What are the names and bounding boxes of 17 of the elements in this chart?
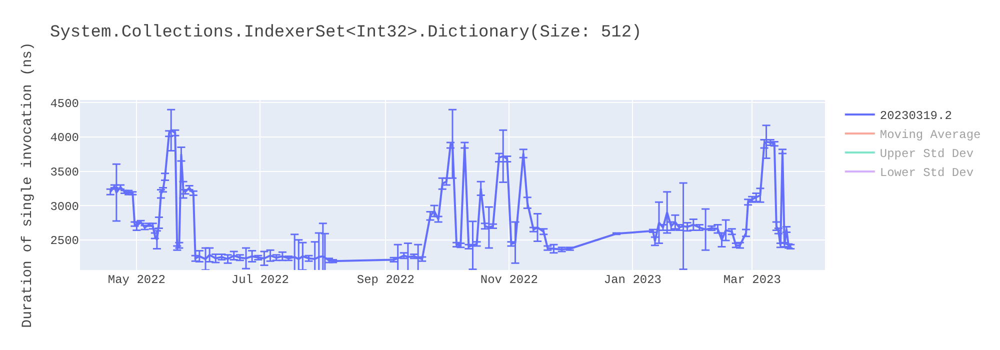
y-tick-label: 2500 [50,234,79,248]
legend-label: Upper Std Dev [880,147,974,162]
y-axis-title: Duration of single invocation (ns) [20,42,36,328]
legend-label: Lower Std Dev [880,166,974,180]
x-tick-label: Nov 2022 [480,273,538,287]
x-tick-label: May 2022 [108,273,166,287]
y-tick-label: 4500 [50,96,79,111]
y-tick-label: 3000 [50,200,79,214]
legend-label: 20230319.2 [880,109,952,124]
x-tick-label: Jul 2022 [231,273,289,287]
chart-title: System.Collections.IndexerSet<Int32>.Dictionary(Size: 512) [50,23,642,42]
y-tick-label: 3500 [50,165,79,180]
x-tick-label: Mar 2023 [723,273,781,287]
x-tick-label: Jan 2023 [604,273,662,287]
x-tick-label: Sep 2022 [356,273,414,287]
y-tick-label: 4000 [50,131,79,146]
legend-label: Moving Average [880,128,981,142]
